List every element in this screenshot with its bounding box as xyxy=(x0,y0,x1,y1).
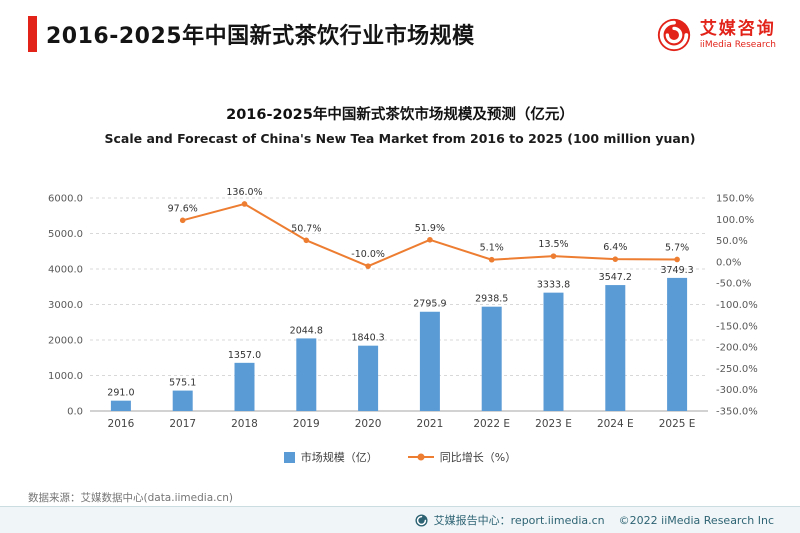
right-axis-tick: -150.0% xyxy=(716,321,758,332)
growth-value-label: -10.0% xyxy=(351,249,385,260)
growth-value-label: 5.7% xyxy=(665,242,689,253)
growth-value-label: 13.5% xyxy=(538,239,568,250)
left-axis-tick: 5000.0 xyxy=(48,229,83,240)
right-axis-tick: -300.0% xyxy=(716,385,758,396)
x-axis-label: 2018 xyxy=(231,418,258,430)
bar-value-label: 575.1 xyxy=(169,378,196,389)
growth-point xyxy=(488,256,495,263)
growth-value-label: 51.9% xyxy=(415,223,445,234)
x-axis-label: 2021 xyxy=(417,418,444,430)
footer-report-link[interactable]: 艾媒报告中心：report.iimedia.cn xyxy=(433,514,605,527)
growth-line xyxy=(182,202,678,268)
right-axis-tick: 0.0% xyxy=(716,257,741,268)
x-axis-label: 2017 xyxy=(169,418,196,430)
bar-value-label: 3749.3 xyxy=(660,265,693,276)
footer-left: 艾媒报告中心：report.iimedia.cn xyxy=(415,512,605,528)
right-axis-tick: -50.0% xyxy=(716,279,751,290)
right-axis-tick: 150.0% xyxy=(716,194,754,205)
left-axis-tick: 1000.0 xyxy=(48,371,83,382)
bar-2024 E xyxy=(605,285,626,411)
right-axis-tick: -200.0% xyxy=(716,343,758,354)
x-axis-label: 2024 E xyxy=(597,418,634,430)
logo-text: 艾媒咨询 iiMedia Research xyxy=(699,19,776,50)
bar-2019 xyxy=(296,338,317,411)
page-footer: 艾媒报告中心：report.iimedia.cn ©2022 iiMedia R… xyxy=(0,506,800,533)
line-series-swatch xyxy=(407,453,434,461)
left-axis-tick: 4000.0 xyxy=(48,265,83,276)
bar-value-label: 291.0 xyxy=(107,388,134,399)
growth-point xyxy=(550,253,557,259)
bar-value-label: 2938.5 xyxy=(475,294,508,305)
bar-2025 E xyxy=(667,277,688,411)
market-scale-chart: 0.0 1000.0 2000.0 3000.0 4000.0 5000.0 6000.0 1… xyxy=(48,187,758,430)
bar-2018 xyxy=(234,362,255,411)
bar-value-label: 2044.8 xyxy=(290,325,323,336)
bar-value-label: 3547.2 xyxy=(599,272,632,283)
title-wrap: 2016-2025年中国新式茶饮行业市场规模 xyxy=(28,16,475,52)
right-axis-tick: -100.0% xyxy=(716,300,758,311)
right-axis-tick: 50.0% xyxy=(716,236,748,247)
chart-title-cn: 2016-2025年中国新式茶饮市场规模及预测（亿元） xyxy=(226,107,574,123)
x-axis-label: 2022 E xyxy=(473,418,510,430)
growth-point xyxy=(427,236,433,243)
chart-title-en: Scale and Forecast of China's New Tea Ma… xyxy=(104,131,696,146)
growth-point xyxy=(612,256,619,262)
growth-point xyxy=(674,256,680,263)
logo-brand-cn: 艾媒咨询 xyxy=(699,19,776,40)
bar-2023 E xyxy=(543,292,564,411)
x-axis-label: 2016 xyxy=(108,418,135,430)
bar-2022 E xyxy=(481,306,502,411)
legend-label-line: 同比增长（%） xyxy=(439,451,517,464)
page-title: 2016-2025年中国新式茶饮行业市场规模 xyxy=(46,24,475,49)
footer-badge-icon xyxy=(415,513,428,527)
growth-value-label: 136.0% xyxy=(226,187,262,198)
x-axis-label: 2020 xyxy=(355,418,382,430)
left-axis-tick: 0.0 xyxy=(67,407,83,418)
page-header: 2016-2025年中国新式茶饮行业市场规模 艾媒咨询 iiMedia Rese… xyxy=(28,16,776,54)
bar-series-swatch xyxy=(283,451,295,463)
right-axis-tick: -250.0% xyxy=(716,364,758,375)
right-axis-tick: -350.0% xyxy=(716,407,758,418)
x-axis-label: 2023 E xyxy=(535,418,572,430)
bar-value-label: 1840.3 xyxy=(351,333,384,344)
growth-value-label: 97.6% xyxy=(168,203,198,214)
bar-2016 xyxy=(110,400,131,411)
chart-legend: 市场规模（亿） 同比增长（%） xyxy=(0,449,800,465)
growth-value-label: 50.7% xyxy=(291,223,321,234)
right-axis-tick: 100.0% xyxy=(716,215,754,226)
growth-value-label: 6.4% xyxy=(603,242,627,253)
footer-copyright: ©2022 iiMedia Research Inc xyxy=(618,513,774,527)
growth-point xyxy=(179,217,186,224)
growth-point xyxy=(365,263,371,269)
growth-point xyxy=(241,201,248,207)
bar-2020 xyxy=(358,345,379,411)
left-axis-tick: 3000.0 xyxy=(48,300,83,311)
logo-brand-en: iiMedia Research xyxy=(699,39,776,50)
title-accent-bar xyxy=(28,16,37,52)
bar-value-label: 2795.9 xyxy=(413,299,446,310)
data-source-note: 数据来源：艾媒数据中心(data.iimedia.cn) xyxy=(28,492,233,504)
legend-label-bar: 市场规模（亿） xyxy=(300,451,378,464)
iimedia-logo: 艾媒咨询 iiMedia Research xyxy=(655,16,776,54)
bar-2017 xyxy=(172,390,193,411)
left-axis-tick: 6000.0 xyxy=(48,194,83,205)
legend-item-line: 同比增长（%） xyxy=(407,449,517,465)
iimedia-swirl-icon xyxy=(657,18,690,52)
legend-item-bar: 市场规模（亿） xyxy=(283,449,378,465)
line-series-dot xyxy=(417,453,425,461)
x-axis-label: 2019 xyxy=(293,418,320,430)
bar-value-label: 1357.0 xyxy=(228,350,261,361)
growth-value-label: 5.1% xyxy=(480,243,504,254)
bar-2021 xyxy=(419,311,440,411)
growth-point xyxy=(303,237,310,244)
bar-value-label: 3333.8 xyxy=(537,280,570,291)
left-axis-tick: 2000.0 xyxy=(48,336,83,347)
x-axis-label: 2025 E xyxy=(659,418,696,430)
